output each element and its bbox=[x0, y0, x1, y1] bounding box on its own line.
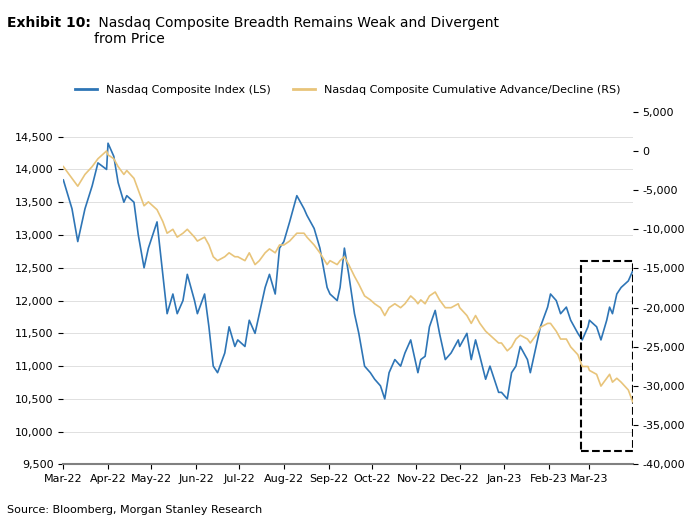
Text: Source: Bloomberg, Morgan Stanley Research: Source: Bloomberg, Morgan Stanley Resear… bbox=[7, 505, 262, 515]
Legend: Nasdaq Composite Index (LS), Nasdaq Composite Cumulative Advance/Decline (RS): Nasdaq Composite Index (LS), Nasdaq Comp… bbox=[71, 81, 625, 99]
Text: Nasdaq Composite Breadth Remains Weak and Divergent
from Price: Nasdaq Composite Breadth Remains Weak an… bbox=[94, 16, 500, 46]
Text: Exhibit 10:: Exhibit 10: bbox=[7, 16, 91, 30]
